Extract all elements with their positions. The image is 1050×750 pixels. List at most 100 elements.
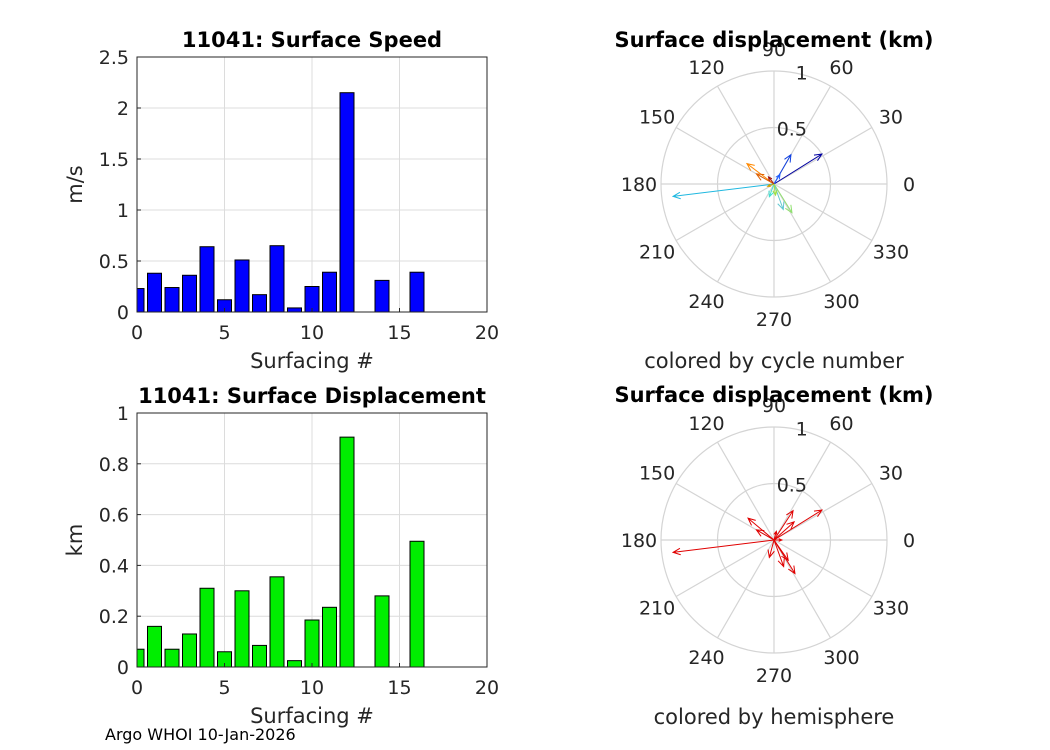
y-tick-label: 0.6 — [99, 505, 129, 527]
axis-mask — [107, 411, 137, 669]
bar — [322, 606, 337, 668]
bar — [269, 245, 285, 313]
angle-tick-label: 180 — [621, 530, 657, 552]
bar — [269, 576, 285, 668]
y-tick-label: 1 — [117, 403, 129, 425]
angle-tick-label: 90 — [762, 395, 786, 417]
y-axis-label: m/s — [63, 165, 87, 203]
x-tick-label: 10 — [300, 322, 324, 344]
displacement-vector — [671, 539, 775, 556]
polar-subtitle: colored by hemisphere — [654, 705, 895, 729]
displacement-vector — [774, 538, 784, 542]
displacement-vector — [773, 183, 793, 214]
axis-mask — [107, 55, 137, 314]
x-tick-label: 20 — [475, 322, 499, 344]
angle-tick-label: 90 — [762, 39, 786, 61]
x-axis-label: Surfacing # — [250, 349, 374, 373]
angle-tick-label: 210 — [639, 242, 675, 264]
bar — [322, 271, 337, 313]
polar-chart-2: 90603003303002702402101801501200.51Surfa… — [614, 383, 933, 729]
radial-tick-label: 0.5 — [777, 118, 807, 140]
angle-tick-label: 120 — [688, 413, 724, 435]
displacement-vector — [773, 539, 789, 562]
bar — [147, 625, 162, 668]
y-axis-label: km — [63, 524, 87, 557]
angle-tick-label: 330 — [873, 242, 909, 264]
y-tick-label: 0 — [117, 657, 129, 679]
y-tick-label: 2.5 — [99, 47, 129, 69]
angle-tick-label: 270 — [756, 309, 792, 331]
bar — [374, 279, 390, 313]
angle-tick-label: 120 — [688, 57, 724, 79]
radial-tick-label: 1 — [796, 63, 808, 85]
radial-tick-label: 0.5 — [777, 474, 807, 496]
bar-chart-1: 0 5 10 15 20 0 0.5 1 1.5 2 2.5 11041: Surface Speed… — [63, 28, 499, 373]
displacement-vector — [773, 509, 823, 541]
x-tick-label: 0 — [131, 322, 143, 344]
y-tick-label: 1 — [117, 200, 129, 222]
bar — [252, 294, 267, 313]
bar — [409, 271, 425, 313]
displacement-vector — [773, 521, 796, 541]
y-tick-label: 1.5 — [99, 149, 129, 171]
displacement-vector — [671, 183, 775, 200]
angle-tick-label: 270 — [756, 665, 792, 687]
angle-tick-label: 210 — [639, 598, 675, 620]
y-tick-label: 0.8 — [99, 454, 129, 476]
y-tick-label: 2 — [117, 98, 129, 120]
bar — [182, 633, 197, 668]
x-tick-label: 20 — [475, 677, 499, 699]
bar — [147, 272, 162, 313]
bar — [234, 259, 250, 313]
y-tick-label: 0 — [117, 302, 129, 324]
displacement-vector — [772, 183, 778, 197]
bar — [409, 540, 425, 668]
angle-tick-label: 150 — [639, 463, 675, 485]
displacement-vector — [773, 530, 778, 541]
bar — [199, 587, 215, 668]
angle-tick-label: 180 — [621, 174, 657, 196]
x-tick-label: 15 — [387, 322, 411, 344]
displacement-vector — [773, 183, 785, 211]
bar — [339, 92, 355, 313]
angle-tick-label: 0 — [903, 174, 915, 196]
footer-credit: Argo WHOI 10-Jan-2026 — [105, 725, 296, 744]
displacement-vector — [766, 183, 775, 188]
x-tick-label: 5 — [218, 322, 230, 344]
bar — [304, 619, 320, 668]
displacement-vector — [755, 529, 775, 541]
chart-title: 11041: Surface Speed — [182, 28, 442, 52]
displacement-vector — [768, 183, 775, 198]
polar-chart-1: 90603003303002702402101801501200.51Surfa… — [614, 28, 933, 373]
displacement-vector — [773, 539, 785, 568]
polar-title: Surface displacement (km) — [614, 28, 933, 52]
angle-tick-label: 240 — [688, 647, 724, 669]
angle-tick-label: 30 — [879, 463, 903, 485]
x-tick-label: 10 — [300, 677, 324, 699]
angle-tick-label: 60 — [829, 413, 853, 435]
bar — [374, 595, 390, 668]
y-tick-label: 0.5 — [99, 251, 129, 273]
bar — [182, 274, 197, 313]
displacement-vector — [773, 153, 823, 185]
bar — [287, 660, 302, 668]
y-tick-label: 0.4 — [99, 555, 129, 577]
bar — [164, 287, 180, 313]
displacement-vector — [747, 517, 775, 541]
x-tick-label: 0 — [131, 677, 143, 699]
polar-subtitle: colored by cycle number — [644, 349, 904, 373]
polar-title: Surface displacement (km) — [614, 383, 933, 407]
bar — [339, 436, 355, 668]
bar — [287, 307, 302, 313]
y-tick-label: 0.2 — [99, 606, 129, 628]
bar — [164, 648, 180, 668]
x-tick-label: 5 — [218, 677, 230, 699]
x-axis-label: Surfacing # — [250, 704, 374, 728]
x-tick-label: 15 — [387, 677, 411, 699]
bar — [252, 644, 267, 668]
angle-tick-label: 240 — [688, 291, 724, 313]
displacement-vector — [773, 173, 781, 185]
angle-tick-label: 300 — [823, 291, 859, 313]
bar — [199, 246, 215, 313]
